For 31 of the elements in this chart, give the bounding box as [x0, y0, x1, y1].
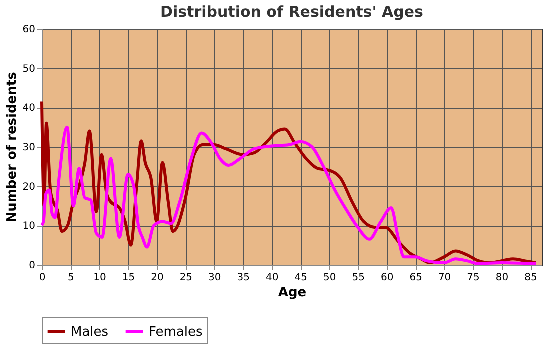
x-tick-label: 5	[68, 272, 74, 284]
x-tick-label: 60	[380, 272, 394, 284]
legend-label: Males	[71, 324, 109, 340]
y-tick-label: 50	[22, 64, 36, 75]
x-tick-label: 55	[352, 272, 365, 284]
x-tick-label: 70	[438, 272, 452, 284]
x-tick-label: 65	[410, 272, 422, 284]
legend-label: Females	[149, 324, 204, 340]
y-tick-label: 0	[29, 260, 36, 272]
y-tick-label: 30	[22, 142, 36, 154]
x-tick-label: 50	[323, 272, 336, 284]
y-tick-label: 40	[22, 103, 36, 114]
x-tick-label: 45	[294, 272, 308, 284]
y-axis-title: Number of residents	[4, 72, 20, 223]
x-tick-label: 15	[122, 272, 136, 284]
x-tick-label: 25	[180, 272, 193, 284]
x-axis-title: Age	[278, 286, 307, 300]
x-tick-label: 75	[467, 272, 480, 284]
x-tick-label: 80	[496, 272, 509, 284]
line-series	[40, 126, 538, 266]
x-tick-label: 40	[266, 272, 279, 284]
x-tick-label: 35	[237, 272, 250, 284]
y-tick-label: 60	[22, 24, 36, 36]
y-tick-label: 20	[22, 182, 36, 193]
x-tick-label: 0	[39, 272, 46, 284]
x-tick-label: 30	[208, 272, 222, 284]
y-tick-label: 10	[22, 221, 36, 232]
chart-title: Distribution of Residents' Ages	[160, 3, 424, 21]
x-tick-label: 10	[94, 272, 106, 284]
x-tick-label: 20	[151, 272, 164, 284]
x-tick-label: 85	[524, 272, 538, 284]
